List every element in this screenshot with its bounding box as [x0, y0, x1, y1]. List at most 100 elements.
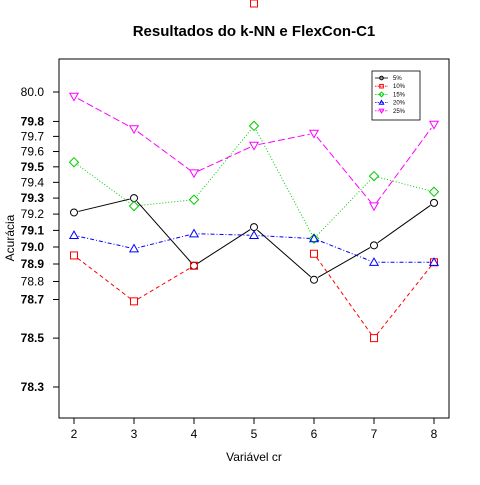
- x-tick-label: 5: [251, 427, 258, 441]
- y-tick-label: 79.7: [21, 129, 45, 143]
- series-line-segment: [77, 164, 131, 204]
- data-point: [428, 120, 440, 130]
- legend-marker: [379, 83, 384, 89]
- data-point: [248, 120, 260, 132]
- data-point: [190, 261, 198, 270]
- series-line-segment: [137, 267, 191, 300]
- legend-label: 20%: [393, 101, 406, 107]
- data-point: [370, 334, 378, 343]
- series-line-segment: [377, 205, 431, 244]
- series-5-pct: [70, 194, 438, 284]
- series-line-segment: [78, 198, 130, 212]
- data-point: [368, 257, 380, 266]
- x-tick-label: 8: [431, 427, 438, 441]
- series-line-segment: [136, 201, 192, 263]
- legend-label: 25%: [393, 109, 406, 115]
- data-point: [308, 233, 320, 244]
- series-line-segment: [197, 229, 251, 264]
- x-axis: 2 3 4 5 6 7 8: [71, 418, 438, 441]
- legend-entry: 20%: [375, 99, 406, 107]
- series-line-segment: [376, 127, 432, 203]
- x-tick-label: 4: [191, 427, 198, 441]
- series-line-segment: [137, 131, 191, 171]
- legend-marker: [378, 99, 385, 105]
- y-tick-label: 80.0: [21, 85, 45, 99]
- y-tick-label: 78.8: [21, 274, 45, 288]
- chart-title: Resultados do k-NN e FlexCon-C1: [133, 23, 376, 40]
- data-point: [68, 156, 80, 168]
- data-point: [430, 198, 438, 207]
- series-line-segment: [317, 247, 371, 278]
- legend-label: 5%: [393, 76, 402, 82]
- y-tick-label: 78.3: [21, 380, 45, 394]
- data-point: [130, 297, 138, 306]
- x-axis-label: Variável cr: [226, 450, 282, 464]
- data-point: [188, 194, 200, 205]
- series-line-segment: [198, 233, 250, 236]
- data-point: [70, 208, 78, 217]
- series-line-segment: [316, 179, 372, 236]
- series-25-pct: [68, 92, 440, 212]
- data-point: [70, 251, 78, 260]
- y-tick-label: 79.8: [21, 114, 45, 128]
- series-line-segment: [316, 257, 372, 335]
- data-point: [128, 243, 140, 253]
- data-point: [128, 200, 140, 212]
- data-point: [310, 275, 318, 284]
- legend-label: 15%: [393, 92, 406, 98]
- y-tick-label: 79.1: [21, 223, 45, 237]
- series-line-segment: [258, 133, 310, 146]
- series-20-pct: [68, 228, 440, 266]
- legend-entry: 15%: [375, 91, 406, 98]
- data-point: [250, 0, 258, 8]
- legend: 5% 10% 15% 20% 25%: [371, 70, 421, 121]
- series-layer: [68, 0, 440, 343]
- series-line-segment: [316, 136, 372, 203]
- data-point: [370, 241, 378, 250]
- data-point: [188, 169, 200, 179]
- data-point: [128, 125, 140, 135]
- y-tick-label: 79.3: [21, 191, 45, 205]
- y-axis-label: Acurácia: [3, 214, 17, 261]
- legend-marker: [379, 75, 384, 81]
- data-point: [368, 202, 380, 212]
- x-tick-label: 3: [131, 427, 138, 441]
- data-point: [188, 228, 200, 238]
- y-tick-label: 79.5: [21, 160, 45, 174]
- legend-entry: 10%: [375, 83, 406, 90]
- y-tick-label: 79.2: [21, 207, 45, 221]
- series-line-segment: [138, 199, 190, 207]
- legend-marker: [378, 91, 385, 98]
- data-point: [428, 186, 440, 198]
- y-tick-label: 79.0: [21, 240, 45, 254]
- data-point: [68, 92, 80, 102]
- y-tick-label: 78.7: [21, 293, 45, 307]
- series-15-pct: [68, 120, 440, 244]
- data-point: [68, 230, 80, 239]
- series-line-segment: [376, 265, 432, 335]
- legend-entry: 25%: [375, 108, 406, 115]
- data-point: [368, 170, 380, 182]
- data-point: [308, 233, 320, 243]
- y-tick-label: 78.5: [21, 331, 45, 345]
- y-tick-label: 79.6: [21, 145, 45, 159]
- x-tick-label: 6: [311, 427, 318, 441]
- y-tick-label: 79.4: [21, 175, 45, 189]
- data-point: [310, 249, 318, 258]
- legend-marker: [378, 108, 385, 114]
- series-line-segment: [258, 235, 310, 239]
- series-10-pct: [70, 0, 438, 343]
- data-point: [308, 129, 320, 139]
- series-line-segment: [318, 239, 370, 262]
- data-point: [428, 257, 440, 266]
- legend-entry: 5%: [375, 75, 402, 82]
- y-tick-label: 78.9: [21, 257, 45, 271]
- legend-label: 10%: [393, 84, 406, 90]
- data-point: [248, 141, 260, 151]
- x-tick-label: 7: [371, 427, 378, 441]
- data-point: [248, 230, 260, 239]
- x-tick-label: 2: [71, 427, 78, 441]
- series-line-segment: [257, 229, 311, 278]
